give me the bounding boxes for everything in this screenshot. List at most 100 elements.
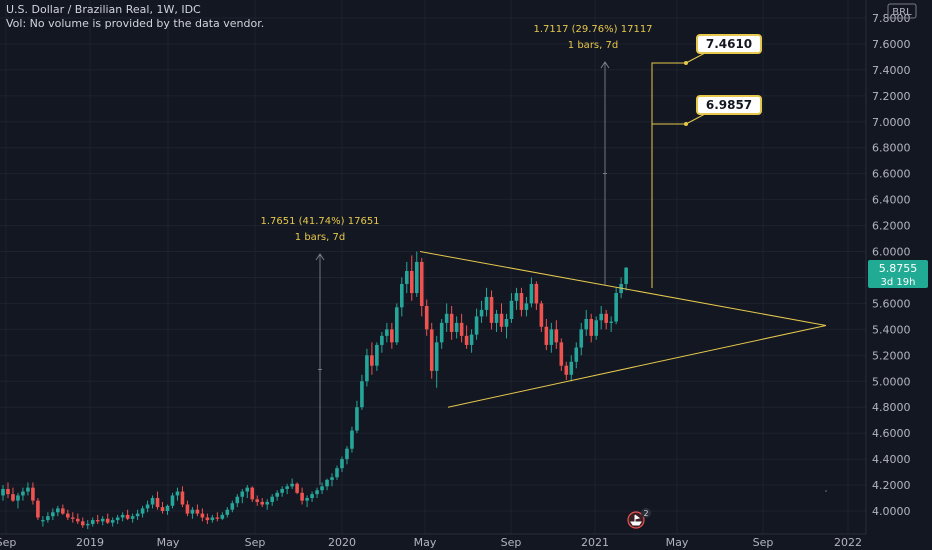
candle-body [115,517,120,521]
candle [70,512,75,523]
candle-body [285,486,289,489]
candle-body [554,329,559,343]
candle [624,267,628,291]
candle-body [355,407,359,431]
last-price-badge [868,260,928,288]
callout-label: 7.4610 [706,37,752,51]
candle-body [85,523,90,526]
triangle-upper-line[interactable] [419,251,827,326]
candle [395,303,399,345]
candle-body [41,520,45,522]
candle-body [594,320,599,336]
candle-body [584,318,589,330]
candle [180,486,185,508]
y-tick-label: 4.6000 [872,427,911,440]
candle-body [21,491,25,496]
candle-body [320,486,324,491]
x-tick-label: May [414,536,437,549]
candle-body [534,283,539,304]
candle [175,487,180,501]
y-tick-label: 4.4000 [872,453,911,466]
event-icon[interactable]: 2 [627,508,651,529]
candle [409,255,414,301]
time-axis[interactable] [0,534,932,550]
candle [320,482,324,495]
candle [509,293,514,323]
candle-body [315,490,319,495]
candle [51,508,55,521]
candle [494,309,499,332]
candle [165,504,170,515]
candle-body [255,499,260,502]
candle-body [340,459,344,469]
candle [459,313,464,343]
currency-badge[interactable] [887,3,917,19]
callout-box [696,34,762,54]
callout-pointer [685,113,706,125]
x-tick-label: 2020 [328,536,356,549]
candle-body [145,504,150,509]
candle-body [395,307,399,343]
candle-body [350,430,354,449]
candle-body [504,318,509,327]
x-tick-label: May [157,536,180,549]
candle [310,491,314,502]
candle [549,322,554,353]
chart-legend: U.S. Dollar / Brazilian Real, 1W, IDC Vo… [6,3,264,31]
candle [295,482,299,495]
candle-body [544,326,549,345]
measure-tool[interactable]: 1.7117 (29.76%) 17117 1 bars, 7d [533,24,653,285]
candle-body [75,518,80,522]
candle-body [130,516,135,519]
y-tick-label: 4.2000 [872,479,911,492]
candle-body [175,491,180,496]
candle-body [434,342,439,371]
candle [95,514,100,524]
candle [235,494,240,508]
candle [559,338,564,371]
x-tick-label: Sep [245,536,266,549]
callout-dot [684,122,688,126]
candle [270,494,274,506]
candle-body [31,487,35,501]
candle [385,322,389,343]
arrow-up-icon [315,253,325,261]
candle-body [56,508,60,513]
candle [160,501,165,514]
candle-body [280,488,284,493]
candle [414,251,419,297]
candle-body [474,316,479,335]
candle [240,488,245,504]
price-callout[interactable]: 7.4610 [684,34,762,65]
candle-body [235,496,240,504]
y-tick-label: 7.6000 [872,38,911,51]
candle-body [624,267,628,284]
candle-body [345,448,349,460]
candle-body [479,309,484,317]
triangle-lower-line[interactable] [447,324,827,408]
candle [554,320,559,349]
candle-body [51,512,55,517]
candle-body [100,518,105,522]
candle [155,491,160,510]
candle-body [305,498,309,501]
candle [599,306,603,330]
candle [484,287,489,317]
target-line-1[interactable] [651,62,686,288]
candle-body [484,296,489,310]
candle [41,516,45,527]
event-count-badge [641,508,651,518]
candle [275,490,279,501]
price-callout[interactable]: 6.9857 [684,95,762,126]
candle-body [360,381,364,408]
candle [250,486,255,502]
measure-tool[interactable]: 1.7651 (41.74%) 17651 1 bars, 7d [260,216,380,485]
candle-body [409,270,414,294]
symbol-title[interactable]: U.S. Dollar / Brazilian Real, 1W, IDC [6,3,201,16]
callout-pointer [685,52,706,64]
candle [255,495,260,506]
candle [404,261,409,294]
candle-body [464,335,469,345]
